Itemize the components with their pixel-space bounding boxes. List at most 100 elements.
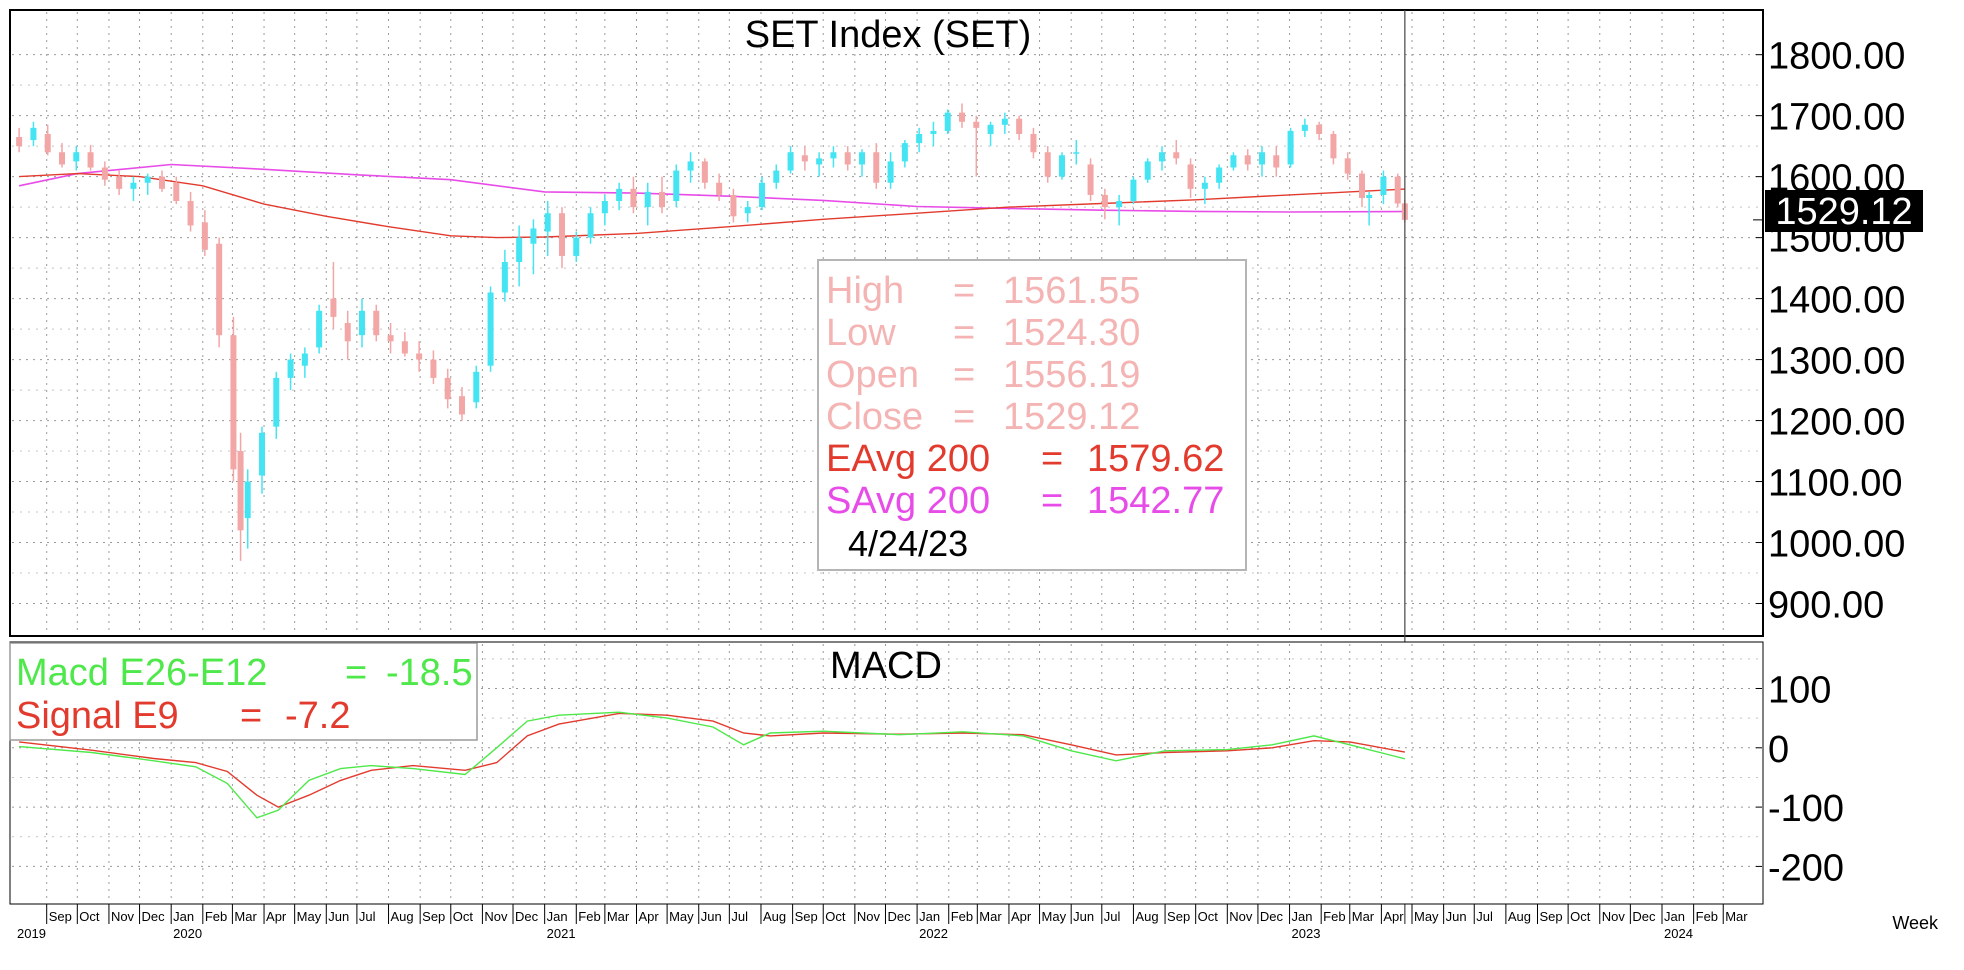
candle-body	[316, 310, 323, 348]
last-price-tag: 1529.12	[1765, 190, 1923, 233]
year-label: 2022	[919, 926, 948, 941]
candle-body	[401, 341, 408, 354]
candle-body	[459, 396, 465, 415]
close-equals: =	[953, 396, 975, 438]
candle-body	[673, 170, 680, 202]
macd-legend-box	[9, 642, 478, 741]
candle-body	[601, 201, 608, 214]
candle-body	[16, 137, 23, 147]
candle-body	[773, 170, 780, 183]
year-label: 2023	[1292, 926, 1321, 941]
month-label: Jun	[1073, 909, 1094, 924]
month-label: Sep	[422, 909, 445, 924]
month-label: Feb	[205, 909, 227, 924]
month-label: Mar	[1352, 909, 1375, 924]
candle-body	[859, 152, 865, 165]
candle-body	[887, 161, 894, 183]
candle-body	[144, 176, 151, 183]
open-equals: =	[953, 354, 975, 396]
candle-body	[487, 292, 494, 366]
price-tick-label: 1100.00	[1768, 463, 1903, 505]
macd-tick-label: 100	[1768, 669, 1831, 711]
month-label: Apr	[1011, 909, 1032, 924]
month-label: Dec	[515, 909, 539, 924]
high-equals: =	[953, 270, 975, 312]
savg-value: 1542.77	[1087, 480, 1224, 522]
macd-legend-value: -18.5	[386, 652, 473, 694]
candle-body	[1201, 182, 1208, 189]
candle-body	[1087, 164, 1094, 195]
eavg-value: 1579.62	[1087, 438, 1224, 480]
month-label: Aug	[763, 909, 786, 924]
month-label: Oct	[453, 909, 474, 924]
candle-body	[759, 182, 765, 208]
signal-legend-equals: =	[240, 695, 262, 737]
candle-body	[259, 432, 265, 476]
month-label: Jun	[1446, 909, 1467, 924]
candle-body	[716, 182, 723, 195]
eavg-equals: =	[1041, 438, 1063, 480]
candle-body	[273, 377, 280, 427]
macd-tick-label: -100	[1768, 788, 1844, 830]
candle-body	[1101, 194, 1108, 208]
candle-body	[844, 152, 851, 165]
candle-body	[873, 152, 880, 183]
month-label: Apr	[266, 909, 287, 924]
candle-body	[416, 353, 423, 360]
candle-body	[816, 158, 823, 165]
candle-body	[159, 176, 165, 189]
candle-body	[87, 152, 94, 168]
month-label: Sep	[1167, 909, 1190, 924]
price-tick-label: 1400.00	[1768, 280, 1905, 322]
candle-body	[237, 451, 244, 531]
candle-body	[116, 176, 123, 189]
macd-title: MACD	[830, 645, 942, 687]
month-label: May	[1042, 909, 1067, 924]
macd-tick-label: 0	[1768, 729, 1789, 771]
macd-legend-label: Macd E26-E12	[16, 652, 267, 694]
month-label: Apr	[638, 909, 659, 924]
candle-body	[1287, 130, 1294, 165]
candle-body	[801, 155, 808, 162]
candle-body	[173, 182, 180, 202]
month-label: Dec	[1632, 909, 1656, 924]
candle-body	[359, 310, 365, 336]
month-label: Feb	[1696, 909, 1718, 924]
candle-body	[301, 353, 308, 366]
candle-body	[1173, 152, 1180, 159]
candle-body	[373, 310, 380, 336]
candle-body	[1394, 176, 1401, 204]
data-window[interactable]: High = 1561.55 Low = 1524.30 Open = 1556…	[817, 259, 1247, 571]
period-label: Week	[1892, 913, 1939, 933]
eavg-200-line	[19, 172, 1405, 239]
month-label: Feb	[578, 909, 600, 924]
candle-body	[530, 228, 537, 244]
candle-body	[30, 127, 37, 141]
macd-legend[interactable]: Macd E26-E12 = -18.5 Signal E9 = -7.2	[9, 642, 478, 741]
candle-body	[1130, 179, 1137, 202]
candle-body	[1366, 194, 1373, 198]
year-label: 2024	[1664, 926, 1693, 941]
month-label: Jan	[1664, 909, 1685, 924]
price-tick-label: 1000.00	[1768, 524, 1905, 566]
month-label: May	[1414, 909, 1439, 924]
candle-body	[544, 213, 551, 232]
month-label: Oct	[79, 909, 100, 924]
candle-body	[216, 243, 223, 336]
candle-body	[1044, 152, 1051, 177]
candle-body	[1159, 152, 1165, 162]
candle-body	[916, 133, 923, 144]
month-label: Nov	[857, 909, 881, 924]
close-value: 1529.12	[1003, 396, 1140, 438]
price-tick-label: 900.00	[1768, 585, 1884, 627]
month-label: Jul	[1104, 909, 1121, 924]
month-label: Feb	[951, 909, 973, 924]
macd-series	[19, 711, 1406, 819]
month-label: Oct	[1198, 909, 1219, 924]
month-label: Jul	[1476, 909, 1493, 924]
candle-body	[659, 191, 665, 208]
candle-body	[201, 222, 208, 250]
candle-body	[1380, 176, 1387, 195]
candle-body	[444, 377, 451, 400]
